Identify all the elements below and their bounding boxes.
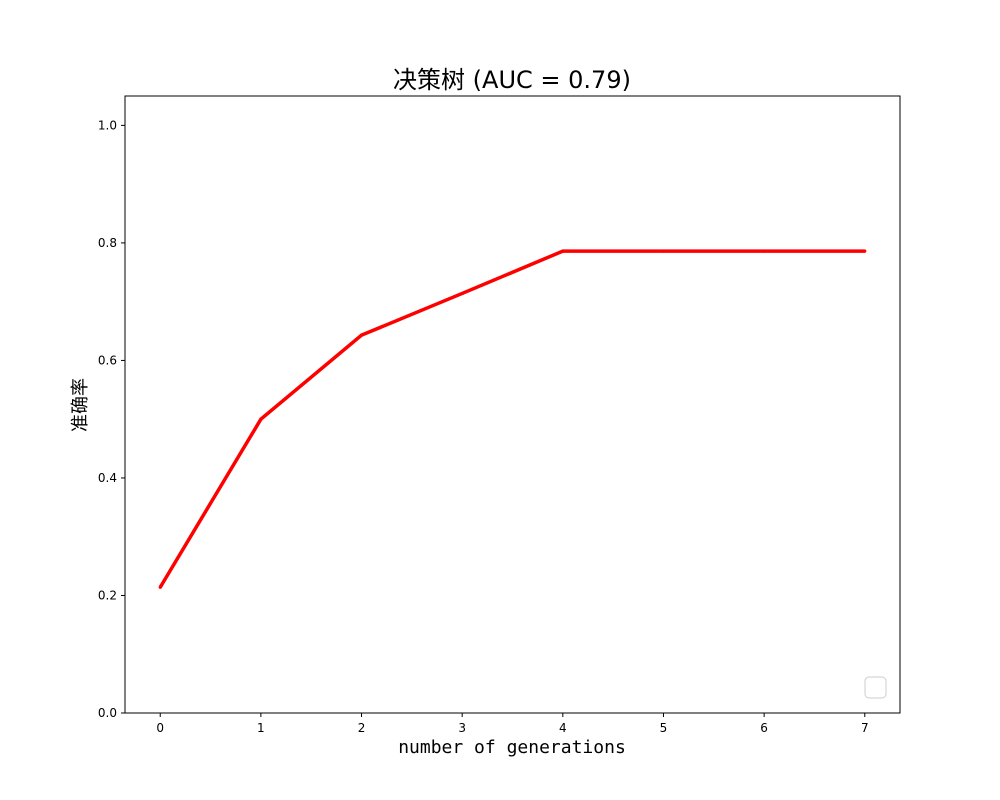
data-point bbox=[259, 417, 263, 421]
x-axis-label: number of generations bbox=[398, 737, 626, 758]
data-point bbox=[460, 291, 464, 296]
x-tick-label: 4 bbox=[559, 721, 567, 735]
data-point bbox=[762, 249, 766, 253]
y-tick-label: 0.6 bbox=[98, 353, 117, 367]
series-layer bbox=[158, 249, 867, 589]
x-tick-label: 5 bbox=[660, 721, 668, 735]
y-tick-label: 0.8 bbox=[98, 236, 117, 250]
plot-frame bbox=[124, 95, 901, 714]
data-point bbox=[661, 249, 666, 253]
y-tick-label: 0.2 bbox=[98, 588, 117, 602]
x-tick-label: 1 bbox=[257, 721, 265, 735]
data-point bbox=[158, 585, 162, 589]
y-tick-label: 0.0 bbox=[98, 706, 117, 720]
legend bbox=[864, 676, 887, 699]
x-tick-label: 2 bbox=[358, 721, 366, 735]
data-point bbox=[359, 333, 364, 337]
data-point bbox=[561, 249, 565, 253]
x-axis: 0 1 2 3 4 5 6 7 bbox=[156, 713, 869, 735]
y-tick-label: 0.4 bbox=[98, 471, 117, 485]
plot-area bbox=[124, 95, 901, 714]
y-tick-label: 1.0 bbox=[98, 118, 117, 132]
x-tick-label: 3 bbox=[458, 721, 466, 735]
data-point bbox=[863, 249, 867, 253]
y-axis: 0.0 0.2 0.4 0.6 0.8 1.0 bbox=[98, 118, 125, 720]
x-tick-label: 7 bbox=[861, 721, 869, 735]
series-line bbox=[158, 249, 865, 589]
x-tick-label: 6 bbox=[760, 721, 768, 735]
y-axis-label: 准确率 bbox=[70, 378, 91, 432]
chart-title: 决策树 (AUC = 0.79) bbox=[393, 66, 631, 94]
legend-box bbox=[864, 676, 887, 699]
x-tick-label: 0 bbox=[156, 721, 164, 735]
